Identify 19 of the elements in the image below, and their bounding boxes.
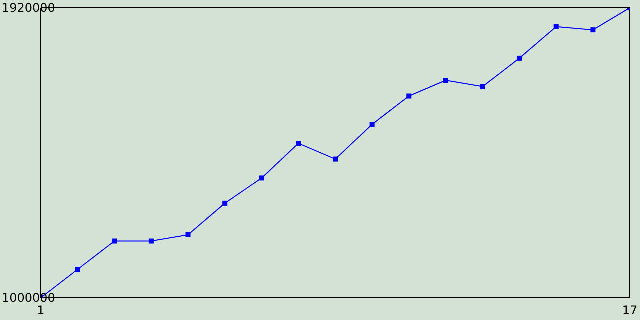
point — [443, 78, 448, 83]
point — [333, 156, 338, 162]
x-tick-label: 17 — [622, 304, 638, 318]
point — [259, 176, 264, 181]
point — [406, 94, 412, 99]
point — [112, 238, 118, 244]
point — [480, 84, 486, 90]
point — [517, 56, 522, 61]
point — [554, 24, 559, 30]
point — [590, 28, 596, 33]
y-tick-label: 1920000 — [2, 1, 56, 15]
point — [296, 141, 302, 146]
point — [186, 232, 191, 238]
y-tick-label: 1000000 — [2, 291, 56, 305]
point — [148, 238, 154, 244]
point — [75, 267, 80, 272]
point — [222, 200, 228, 206]
x-tick-label: 1 — [37, 304, 45, 318]
point — [370, 122, 375, 128]
